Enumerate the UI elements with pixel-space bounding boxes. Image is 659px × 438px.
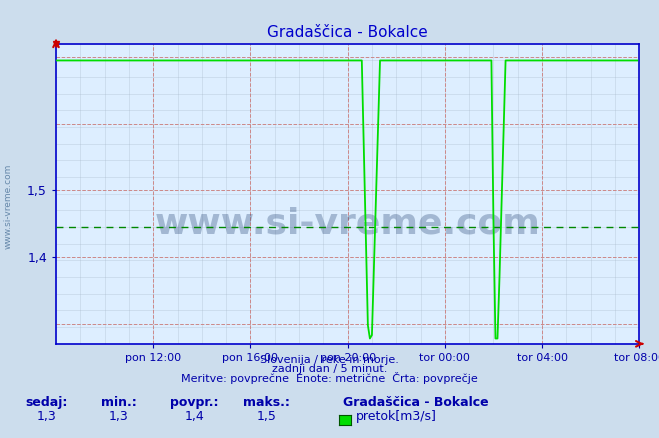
Text: www.si-vreme.com: www.si-vreme.com	[155, 207, 540, 241]
Text: 1,4: 1,4	[185, 410, 204, 423]
Text: 1,5: 1,5	[257, 410, 277, 423]
Text: maks.:: maks.:	[243, 396, 291, 410]
Text: pretok[m3/s]: pretok[m3/s]	[356, 410, 437, 423]
Text: 1,3: 1,3	[109, 410, 129, 423]
Text: Slovenija / reke in morje.: Slovenija / reke in morje.	[260, 355, 399, 365]
Text: Meritve: povprečne  Enote: metrične  Črta: povprečje: Meritve: povprečne Enote: metrične Črta:…	[181, 372, 478, 384]
Text: zadnji dan / 5 minut.: zadnji dan / 5 minut.	[272, 364, 387, 374]
Text: povpr.:: povpr.:	[170, 396, 219, 410]
Text: Gradaščica - Bokalce: Gradaščica - Bokalce	[343, 396, 488, 410]
Text: sedaj:: sedaj:	[25, 396, 67, 410]
Text: www.si-vreme.com: www.si-vreme.com	[4, 163, 13, 248]
Text: min.:: min.:	[101, 396, 136, 410]
Text: 1,3: 1,3	[36, 410, 56, 423]
Title: Gradaščica - Bokalce: Gradaščica - Bokalce	[268, 25, 428, 40]
